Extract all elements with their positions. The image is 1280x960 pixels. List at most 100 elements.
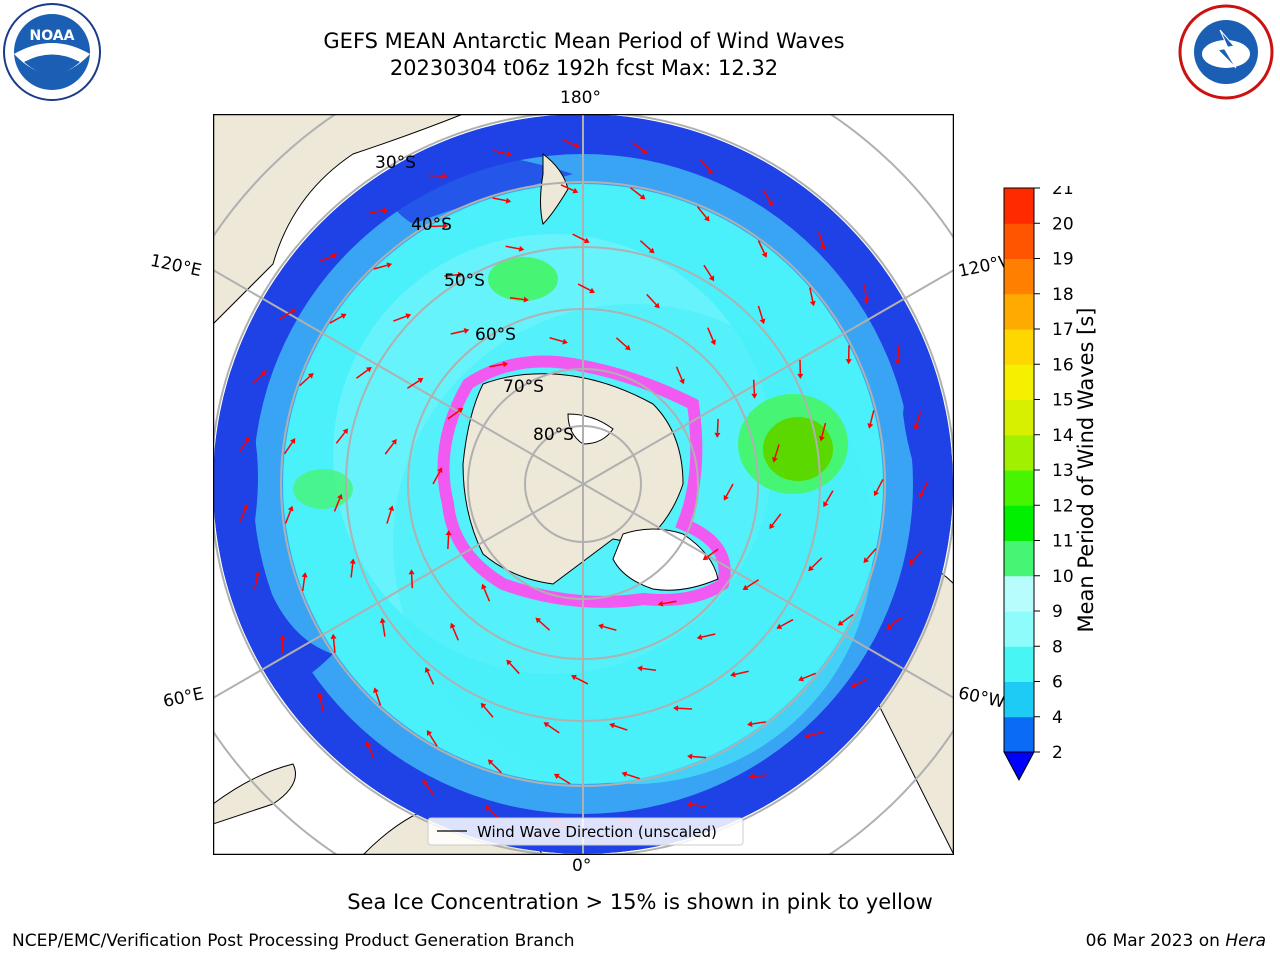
wave-arrow-shaft: [780, 618, 794, 627]
wave-arrow-head: [641, 148, 648, 154]
colorbar-tick-label: 20: [1052, 214, 1074, 234]
wave-arrow-head: [417, 377, 424, 384]
wave-arrow-shaft: [854, 678, 869, 686]
wave-arrow-head: [772, 456, 778, 463]
colorbar-cell: [1004, 540, 1034, 577]
wave-arrow-shaft: [920, 480, 929, 494]
wave-arrow-head: [365, 367, 372, 373]
wave-arrow-shaft: [602, 625, 617, 631]
wave-arrow-shaft: [751, 721, 766, 725]
wave-arrow-head: [609, 722, 615, 729]
wave-arrow-shaft: [911, 550, 923, 562]
wave-arrow-shaft: [373, 264, 388, 270]
lat-label-70s: 70°S: [503, 377, 544, 397]
wave-arrow-shaft: [381, 622, 386, 637]
wave-arrow-head: [809, 300, 816, 307]
wave-arrow-head: [289, 438, 296, 444]
wave-arrow-shaft: [367, 745, 375, 759]
wave-arrow-head: [797, 373, 804, 379]
wave-arrow-head: [287, 505, 294, 512]
colorbar-cell: [1004, 434, 1034, 471]
wave-arrow-shaft: [319, 255, 333, 263]
wave-arrow-shaft: [706, 548, 719, 558]
wave-arrow-head: [819, 435, 825, 442]
wave-arrow-shaft: [734, 670, 749, 676]
ross-ice-shelf: [567, 413, 614, 445]
colorbar-cell: [1004, 399, 1034, 436]
wave-arrow-shaft: [817, 231, 824, 246]
wave-arrow-shaft: [452, 627, 459, 641]
wave-arrow-shaft: [811, 557, 823, 569]
wave-arrow-head: [639, 193, 646, 200]
wave-arrow-head: [589, 287, 595, 294]
wave-arrow-head: [702, 554, 709, 561]
wave-arrow-shaft: [915, 411, 922, 426]
wave-arrow-shaft: [752, 379, 756, 394]
wave-arrow-head: [707, 168, 713, 174]
wave-arrow-head: [696, 634, 703, 641]
wave-arrow-shaft: [896, 345, 900, 360]
colorbar-tick-label: 18: [1052, 285, 1074, 305]
wave-arrow-shaft: [488, 808, 500, 820]
colorbar-cell: [1004, 258, 1034, 295]
wave-arrow-head: [481, 583, 487, 590]
wave-arrow-shaft: [757, 240, 766, 254]
wave-arrow-shaft: [252, 373, 264, 384]
wave-arrow-shaft: [866, 548, 877, 560]
wave-arrow-head: [505, 197, 512, 204]
wave-arrow-shaft: [319, 696, 324, 711]
colorbar-cell: [1004, 293, 1034, 330]
colorbar-cell: [1004, 329, 1034, 365]
wave-arrow-head: [657, 600, 664, 607]
wave-arrow-shaft: [703, 264, 713, 278]
wave-arrow-head: [485, 805, 491, 812]
wave-arrow-shaft: [384, 442, 395, 455]
wave-arrow-shaft: [253, 576, 259, 591]
wave-arrow-shaft: [821, 422, 827, 437]
wave-arrow-head: [687, 753, 693, 760]
wave-arrow-shaft: [406, 380, 420, 389]
wave-arrow-head: [450, 622, 456, 629]
wave-arrow-head: [845, 359, 852, 365]
colorbar-cell: [1004, 681, 1034, 718]
wave-arrow-head: [598, 623, 604, 630]
lon-label-60w: 60°W: [956, 683, 1007, 713]
polar-map: 30°S 40°S 50°S 60°S 70°S 80°S Wind Wave …: [213, 114, 954, 855]
wave-arrow-shaft: [492, 197, 507, 202]
wave-arrow-shaft: [639, 240, 652, 251]
ice-shelf: [612, 528, 719, 591]
wave-arrow-shaft: [615, 337, 628, 348]
footer-host: Hera: [1225, 931, 1266, 951]
wave-arrow-head: [242, 504, 249, 510]
wave-arrow-shaft: [825, 490, 834, 504]
wave-arrow-shaft: [410, 574, 414, 589]
wave-arrow-head: [342, 428, 349, 435]
wave-arrow-shaft: [863, 284, 867, 299]
wave-arrow-shaft: [505, 245, 520, 250]
wave-arrow-shaft: [239, 508, 247, 522]
lat-label-50s: 50°S: [444, 271, 485, 291]
wave-arrow-shaft: [279, 310, 293, 320]
colorbar-tick-label: 10: [1052, 567, 1074, 587]
wave-arrow-shaft: [386, 509, 392, 524]
colorbar-tick-label: 16: [1052, 355, 1074, 375]
wave-arrow-head: [723, 494, 729, 501]
colorbar-cell: [1004, 646, 1034, 682]
wave-arrow-shaft: [746, 579, 760, 588]
wave-arrow-shaft: [841, 613, 854, 624]
wave-arrow-head: [648, 247, 655, 254]
wave-arrow-head: [457, 407, 464, 414]
wave-arrow-shaft: [299, 375, 311, 387]
wave-arrow-shaft: [662, 600, 677, 605]
wave-arrow-shaft: [333, 498, 341, 512]
colorbar-cell: [1004, 505, 1034, 541]
lat-label-80s: 80°S: [533, 425, 574, 445]
wave-arrow-head: [686, 801, 692, 808]
wave-arrow-shaft: [369, 209, 384, 214]
wave-arrow-head: [823, 501, 829, 508]
wave-arrow-shaft: [642, 667, 657, 671]
colorbar-cell: [1004, 575, 1034, 612]
wave-arrow-shaft: [432, 471, 441, 485]
colorbar-cell: [1004, 611, 1034, 647]
wave-arrow-head: [442, 222, 448, 229]
